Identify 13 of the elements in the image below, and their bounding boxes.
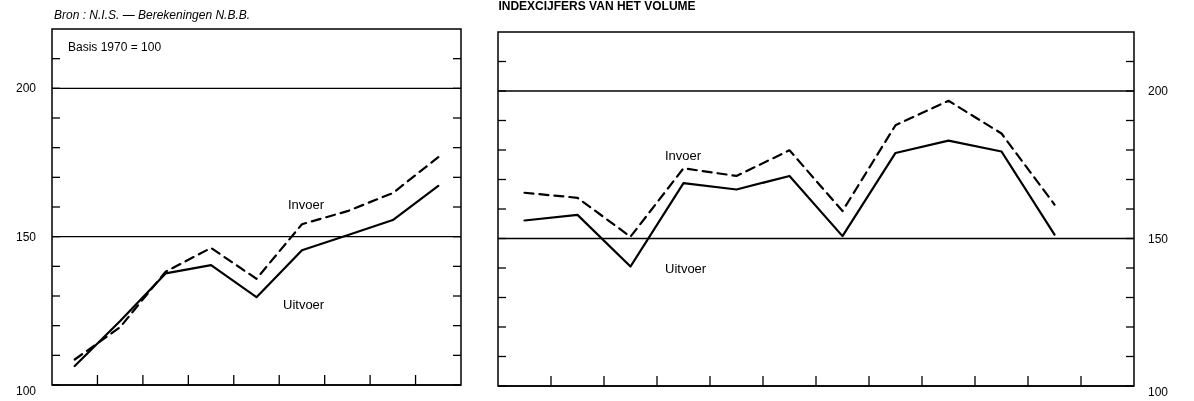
y-tick-label: 100 <box>15 384 37 398</box>
series-label: Invoer <box>665 148 702 163</box>
series-label: Uitvoer <box>283 297 325 312</box>
text: Uitvoer <box>665 261 707 276</box>
y-tick-label: 200 <box>15 81 37 96</box>
series-label: Invoer <box>288 197 325 212</box>
y-tick-label: 150 <box>1148 231 1169 246</box>
chart-title: INDEXCIJFERS VAN HET VOLUME <box>498 0 696 13</box>
y-tick-label: 200 <box>1148 84 1169 98</box>
text: Bron : N.I.S. — Berekeningen N.B.B. <box>54 8 251 22</box>
annotation: Basis 1970 = 100 <box>68 40 162 54</box>
y-tick-label: 100 <box>1148 385 1169 399</box>
y-tick-label: 150 <box>15 229 37 244</box>
